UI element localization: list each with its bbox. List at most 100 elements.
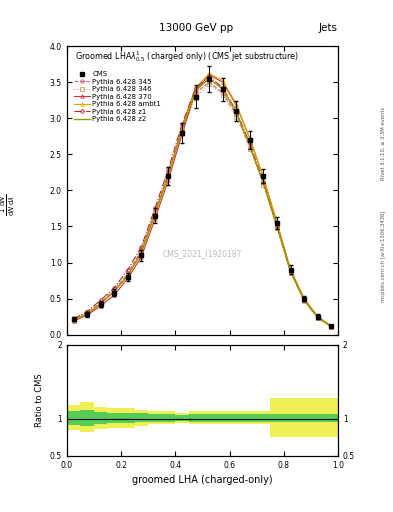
Pythia 6.428 345 xyxy=(112,287,117,293)
Y-axis label: Ratio to CMS: Ratio to CMS xyxy=(35,373,44,427)
Pythia 6.428 345 xyxy=(152,209,157,215)
Pythia 6.428 z1 xyxy=(98,297,103,303)
Pythia 6.428 345 xyxy=(180,126,184,132)
X-axis label: groomed LHA (charged-only): groomed LHA (charged-only) xyxy=(132,475,273,485)
Pythia 6.428 345 xyxy=(220,90,225,96)
Pythia 6.428 370 xyxy=(234,102,239,109)
Pythia 6.428 346 xyxy=(234,114,239,120)
Pythia 6.428 z1 xyxy=(85,309,90,315)
Legend: CMS, Pythia 6.428 345, Pythia 6.428 346, Pythia 6.428 370, Pythia 6.428 ambt1, P: CMS, Pythia 6.428 345, Pythia 6.428 346,… xyxy=(73,70,163,124)
Pythia 6.428 z2 xyxy=(139,249,144,255)
Text: Jets: Jets xyxy=(319,23,338,33)
Pythia 6.428 346 xyxy=(193,95,198,101)
Pythia 6.428 ambt1 xyxy=(139,251,144,257)
Pythia 6.428 346 xyxy=(288,269,293,275)
Pythia 6.428 370 xyxy=(112,292,117,298)
Pythia 6.428 370 xyxy=(125,275,130,282)
Pythia 6.428 ambt1 xyxy=(329,323,334,329)
Pythia 6.428 345 xyxy=(261,180,266,186)
Pythia 6.428 z2 xyxy=(166,172,171,178)
Pythia 6.428 ambt1 xyxy=(180,124,184,130)
Pythia 6.428 370 xyxy=(180,131,184,137)
Pythia 6.428 z2 xyxy=(302,297,307,303)
Pythia 6.428 z1 xyxy=(329,324,334,330)
Pythia 6.428 346 xyxy=(139,249,144,255)
Pythia 6.428 370 xyxy=(302,295,307,302)
Pythia 6.428 z1 xyxy=(207,73,211,79)
Pythia 6.428 ambt1 xyxy=(234,101,239,107)
Pythia 6.428 ambt1 xyxy=(207,71,211,77)
Pythia 6.428 ambt1 xyxy=(152,212,157,219)
Pythia 6.428 ambt1 xyxy=(166,173,171,179)
Text: Rivet 3.1.10, ≥ 3.3M events: Rivet 3.1.10, ≥ 3.3M events xyxy=(381,106,386,180)
Pythia 6.428 z2 xyxy=(112,288,117,294)
Pythia 6.428 z1 xyxy=(152,205,157,211)
Pythia 6.428 ambt1 xyxy=(288,267,293,273)
Pythia 6.428 370 xyxy=(329,323,334,329)
Pythia 6.428 ambt1 xyxy=(315,313,320,319)
Pythia 6.428 z1 xyxy=(166,166,171,172)
Pythia 6.428 370 xyxy=(288,267,293,273)
Text: $\frac{1}{\mathrm{d}N}\frac{\mathrm{d}N}{\mathrm{d}\lambda}$: $\frac{1}{\mathrm{d}N}\frac{\mathrm{d}N}… xyxy=(0,194,17,216)
Pythia 6.428 346 xyxy=(302,297,307,304)
Pythia 6.428 z1 xyxy=(288,268,293,274)
Pythia 6.428 z2 xyxy=(275,223,279,229)
Pythia 6.428 z2 xyxy=(248,142,252,148)
Pythia 6.428 ambt1 xyxy=(85,311,90,317)
Line: Pythia 6.428 370: Pythia 6.428 370 xyxy=(72,73,333,328)
Pythia 6.428 345 xyxy=(193,90,198,96)
Pythia 6.428 ambt1 xyxy=(261,174,266,180)
Pythia 6.428 z1 xyxy=(302,297,307,303)
Pythia 6.428 345 xyxy=(85,310,90,316)
Pythia 6.428 370 xyxy=(275,220,279,226)
Line: Pythia 6.428 ambt1: Pythia 6.428 ambt1 xyxy=(72,72,333,328)
Pythia 6.428 z2 xyxy=(193,88,198,94)
Pythia 6.428 345 xyxy=(248,144,252,150)
Pythia 6.428 346 xyxy=(85,309,90,315)
Pythia 6.428 346 xyxy=(275,225,279,231)
Pythia 6.428 ambt1 xyxy=(193,85,198,91)
Pythia 6.428 z1 xyxy=(261,179,266,185)
Pythia 6.428 z2 xyxy=(207,75,211,81)
Pythia 6.428 346 xyxy=(207,80,211,87)
Text: Groomed LHA$\lambda^{1}_{0.5}$ (charged only) (CMS jet substructure): Groomed LHA$\lambda^{1}_{0.5}$ (charged … xyxy=(75,49,299,64)
Pythia 6.428 345 xyxy=(98,299,103,305)
Pythia 6.428 346 xyxy=(125,272,130,278)
Line: Pythia 6.428 z2: Pythia 6.428 z2 xyxy=(73,78,331,327)
Pythia 6.428 z1 xyxy=(275,223,279,229)
Pythia 6.428 345 xyxy=(166,169,171,176)
Pythia 6.428 ambt1 xyxy=(275,220,279,226)
Pythia 6.428 z2 xyxy=(98,301,103,307)
Pythia 6.428 z2 xyxy=(220,87,225,93)
Pythia 6.428 345 xyxy=(207,79,211,85)
Pythia 6.428 370 xyxy=(248,135,252,141)
Pythia 6.428 346 xyxy=(261,182,266,188)
Pythia 6.428 ambt1 xyxy=(248,135,252,141)
Pythia 6.428 345 xyxy=(302,297,307,303)
Pythia 6.428 346 xyxy=(248,145,252,152)
Pythia 6.428 ambt1 xyxy=(71,317,76,324)
Pythia 6.428 370 xyxy=(220,79,225,85)
Pythia 6.428 345 xyxy=(288,268,293,274)
Pythia 6.428 z1 xyxy=(248,140,252,146)
Text: mcplots.cern.ch [arXiv:1306.3436]: mcplots.cern.ch [arXiv:1306.3436] xyxy=(381,210,386,302)
Pythia 6.428 ambt1 xyxy=(112,288,117,294)
Pythia 6.428 370 xyxy=(98,303,103,309)
Pythia 6.428 345 xyxy=(234,112,239,118)
Text: CMS_2021_I1920187: CMS_2021_I1920187 xyxy=(163,249,242,259)
Pythia 6.428 346 xyxy=(112,288,117,294)
Pythia 6.428 370 xyxy=(207,72,211,78)
Pythia 6.428 z1 xyxy=(234,108,239,114)
Pythia 6.428 z2 xyxy=(71,317,76,324)
Pythia 6.428 z2 xyxy=(315,314,320,321)
Pythia 6.428 370 xyxy=(152,216,157,222)
Pythia 6.428 345 xyxy=(315,314,320,321)
Pythia 6.428 ambt1 xyxy=(220,78,225,84)
Pythia 6.428 z1 xyxy=(139,244,144,250)
Line: Pythia 6.428 346: Pythia 6.428 346 xyxy=(72,82,333,329)
Pythia 6.428 346 xyxy=(220,92,225,98)
Pythia 6.428 370 xyxy=(139,253,144,260)
Pythia 6.428 z1 xyxy=(220,85,225,91)
Pythia 6.428 z2 xyxy=(85,311,90,317)
Pythia 6.428 ambt1 xyxy=(125,272,130,279)
